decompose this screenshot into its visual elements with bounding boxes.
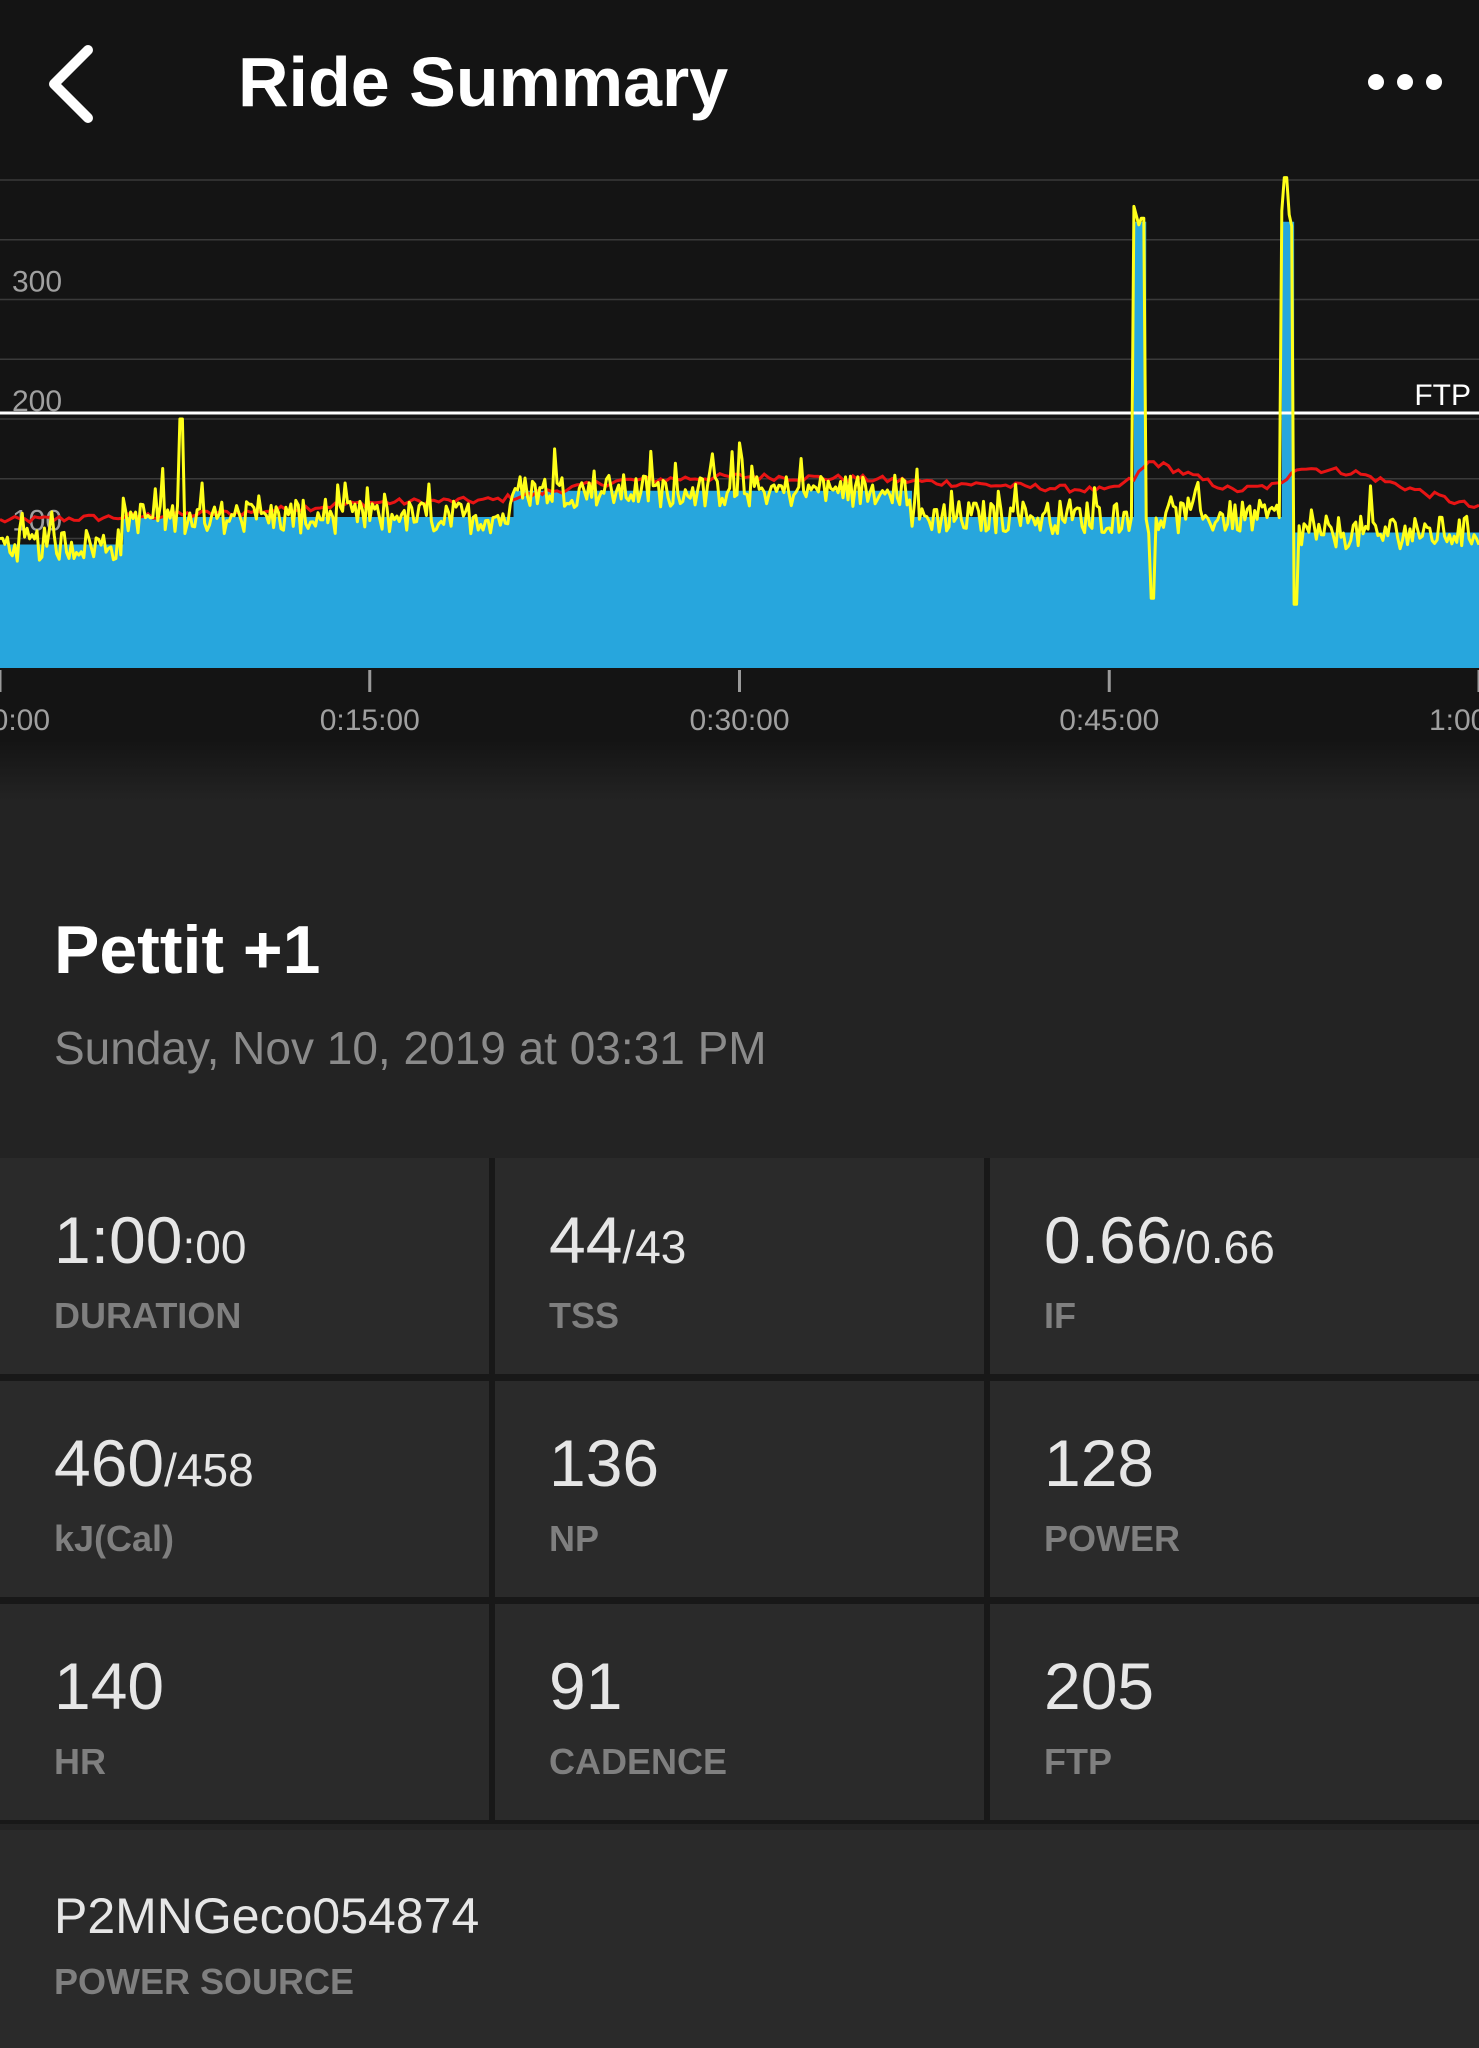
workout-date: Sunday, Nov 10, 2019 at 03:31 PM — [54, 1022, 767, 1074]
stat-label: CADENCE — [549, 1741, 728, 1782]
stat-cadence: 91 CADENCE — [495, 1604, 984, 1820]
stat-hr: 140 HR — [0, 1604, 489, 1820]
stat-main: 140 — [54, 1649, 165, 1723]
stat-main: 128 — [1044, 1426, 1155, 1500]
more-options-button[interactable] — [1360, 60, 1450, 105]
stat-value: 460/458 — [54, 1423, 254, 1510]
chart-target-area — [0, 221, 1479, 668]
stat-main: 91 — [549, 1649, 623, 1723]
stat-label: TSS — [549, 1295, 620, 1336]
stat-main: 460 — [54, 1426, 165, 1500]
stat-value: 44/43 — [549, 1200, 686, 1287]
stat-label: kJ(Cal) — [54, 1518, 175, 1559]
stat-label: NP — [549, 1518, 600, 1559]
chart-x-tick-label: 0:45:00 — [1059, 704, 1159, 737]
page-title: Ride Summary — [238, 43, 729, 121]
chart-ftp-label: FTP — [1414, 379, 1471, 412]
stat-sub: /43 — [622, 1221, 687, 1273]
chart-x-tick-label: 0:00:00 — [0, 704, 50, 737]
stat-main: 44 — [549, 1203, 623, 1277]
stat-main: 0.66 — [1044, 1203, 1173, 1277]
stat-if: 0.66/0.66 IF — [990, 1158, 1479, 1374]
stat-sub: :00 — [182, 1221, 247, 1273]
stat-ftp: 205 FTP — [990, 1604, 1479, 1820]
more-horizontal-icon — [1368, 74, 1442, 90]
stat-main: 1:00 — [54, 1203, 183, 1277]
stat-power: 128 POWER — [990, 1381, 1479, 1597]
stat-value: 128 — [1044, 1423, 1154, 1510]
stat-tss: 44/43 TSS — [495, 1158, 984, 1374]
stat-value: 1:00:00 — [54, 1200, 246, 1287]
stats-grid: 1:00:00 DURATION 44/43 TSS 0.66/0.66 IF … — [0, 1158, 1479, 1824]
workout-name: Pettit +1 — [54, 912, 321, 988]
app-header: Ride Summary — [0, 0, 1479, 170]
stat-sub: /458 — [164, 1444, 254, 1496]
stat-label: POWER — [1044, 1518, 1181, 1559]
chart-x-tick-label: 1:00:00 — [1429, 704, 1479, 737]
power-source-value: P2MNGeco054874 — [54, 1888, 480, 1944]
stat-value: 205 — [1044, 1646, 1154, 1733]
chart-y-tick-label: 300 — [12, 265, 62, 298]
workout-info: Pettit +1 Sunday, Nov 10, 2019 at 03:31 … — [0, 800, 1479, 1158]
stat-label: IF — [1044, 1295, 1076, 1336]
stat-label: HR — [54, 1741, 106, 1782]
chart-power-line — [0, 176, 1479, 606]
stat-value: 0.66/0.66 — [1044, 1200, 1275, 1287]
back-button[interactable] — [40, 40, 110, 130]
stat-label: DURATION — [54, 1295, 242, 1336]
stat-value: 91 — [549, 1646, 622, 1733]
chart-x-tick-label: 0:15:00 — [320, 704, 420, 737]
stat-label: FTP — [1044, 1741, 1112, 1782]
chart-x-tick-label: 0:30:00 — [689, 704, 789, 737]
stat-duration: 1:00:00 DURATION — [0, 1158, 489, 1374]
stat-value: 136 — [549, 1423, 659, 1510]
stat-kj: 460/458 kJ(Cal) — [0, 1381, 489, 1597]
stat-np: 136 NP — [495, 1381, 984, 1597]
power-source-label: POWER SOURCE — [54, 1961, 355, 2002]
stat-main: 136 — [549, 1426, 660, 1500]
stat-value: 140 — [54, 1646, 164, 1733]
power-source-row: P2MNGeco054874 POWER SOURCE — [0, 1830, 1479, 2048]
stat-main: 205 — [1044, 1649, 1155, 1723]
chevron-left-icon — [49, 45, 93, 123]
stat-sub: /0.66 — [1172, 1221, 1275, 1273]
